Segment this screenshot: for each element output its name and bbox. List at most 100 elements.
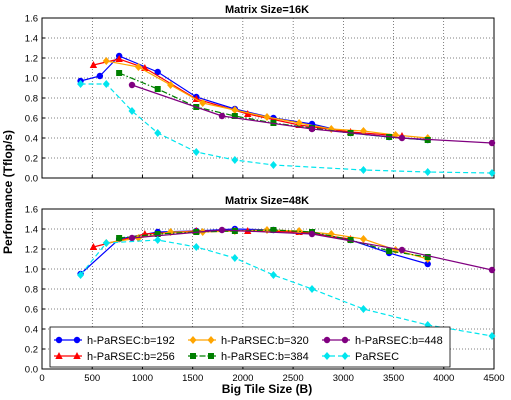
data-point [134, 63, 142, 71]
series-h-parsec-b-192 [77, 52, 431, 144]
y-tick-label: 0.0 [25, 174, 38, 185]
series-line [118, 72, 428, 141]
data-point [359, 166, 367, 174]
data-point [386, 248, 393, 254]
data-point [327, 125, 335, 133]
data-point [102, 80, 110, 88]
legend-label: h-PaRSEC:b=448 [355, 335, 443, 347]
legend-label: h-PaRSEC:b=320 [221, 335, 309, 347]
data-point [128, 234, 136, 242]
series-line [93, 58, 403, 137]
series-parsec [77, 80, 496, 177]
x-axis-label: Big Tile Size (B) [222, 382, 312, 396]
series-h-parsec-b-448 [128, 226, 496, 274]
legend-marker [323, 336, 331, 344]
data-point [308, 125, 316, 133]
y-tick-label: 0.4 [25, 134, 38, 145]
y-tick-label: 1.2 [25, 54, 38, 65]
y-tick-label: 1.6 [25, 205, 38, 216]
series-parsec [77, 236, 496, 340]
x-tick-label: 1000 [132, 373, 153, 384]
y-tick-label: 1.4 [25, 225, 38, 236]
data-point [424, 260, 431, 268]
legend-box [49, 326, 451, 368]
x-tick-label: 4500 [483, 373, 504, 384]
data-point [359, 305, 367, 313]
legend-item: h-PaRSEC:b=192 [54, 335, 175, 347]
data-point [263, 113, 271, 121]
x-tick-label: 3500 [383, 373, 404, 384]
legend-marker [207, 336, 215, 344]
data-point [116, 235, 123, 241]
data-point [488, 266, 496, 274]
data-point [359, 127, 367, 135]
data-point [89, 243, 98, 250]
data-point [398, 134, 406, 142]
series-line [80, 83, 492, 174]
legend-marker [55, 352, 63, 359]
data-point [192, 243, 200, 251]
y-tick-label: 0.8 [25, 285, 38, 296]
legend-marker [73, 352, 81, 359]
data-point [231, 106, 239, 114]
data-point [128, 107, 136, 115]
y-tick-label: 1.0 [25, 265, 38, 276]
data-point [231, 156, 239, 164]
legend: h-PaRSEC:b=192 h-PaRSEC:b=256 h-PaRSEC:b=3… [49, 326, 451, 368]
y-tick-label: 0.6 [25, 305, 38, 316]
y-tick-label: 0.8 [25, 94, 38, 105]
data-point [128, 81, 136, 89]
series-h-parsec-b-448 [128, 81, 496, 147]
data-point [167, 81, 175, 89]
legend-marker [73, 336, 81, 344]
legend-marker [341, 352, 349, 360]
x-tick-label: 0 [39, 373, 44, 384]
data-point [77, 271, 85, 279]
data-point [359, 235, 367, 243]
data-point [424, 168, 432, 176]
legend-label: h-PaRSEC:b=384 [221, 351, 309, 363]
legend-marker [208, 353, 214, 359]
data-point [89, 61, 98, 68]
y-tick-label: 0.2 [25, 345, 38, 356]
y-axis-label: Performance (Tflop/s) [1, 130, 15, 254]
data-point [295, 119, 303, 127]
data-point [154, 231, 161, 237]
y-tick-label: 1.4 [25, 34, 38, 45]
data-point [154, 236, 162, 244]
data-point [269, 161, 277, 169]
x-tick-label: 2000 [232, 373, 253, 384]
data-point [488, 332, 496, 340]
data-point [116, 70, 123, 76]
x-tick-label: 4000 [433, 373, 454, 384]
panel-title-48k: Matrix Size=48K [225, 195, 309, 207]
legend-label: PaRSEC [355, 351, 399, 363]
data-point [96, 72, 104, 80]
panel-title-16k: Matrix Size=16K [225, 4, 309, 16]
legend-item: h-PaRSEC:b=320 [188, 335, 309, 347]
data-point [231, 113, 238, 119]
legend-label: h-PaRSEC:b=256 [87, 351, 175, 363]
legend-marker [55, 336, 63, 344]
y-tick-label: 1.6 [25, 14, 38, 25]
data-point [154, 129, 162, 137]
y-tick-label: 1.2 [25, 245, 38, 256]
data-point [244, 110, 252, 117]
series-line [80, 239, 493, 337]
data-point [308, 230, 316, 238]
legend-marker [190, 353, 196, 359]
data-point [192, 148, 200, 156]
data-point [102, 57, 110, 65]
y-tick-label: 0.4 [25, 325, 38, 336]
data-point [154, 86, 161, 92]
data-point [154, 68, 161, 76]
data-point [424, 254, 431, 260]
legend-marker [323, 352, 331, 360]
data-point [347, 237, 354, 243]
data-point [270, 227, 277, 233]
panel-matrix-16k: Matrix Size=16K 0.0 0.2 0.4 0.6 0.8 1.0 1.2 1.4… [25, 4, 496, 185]
data-point [102, 239, 110, 247]
data-point [398, 246, 406, 254]
legend-item: PaRSEC [322, 351, 399, 363]
